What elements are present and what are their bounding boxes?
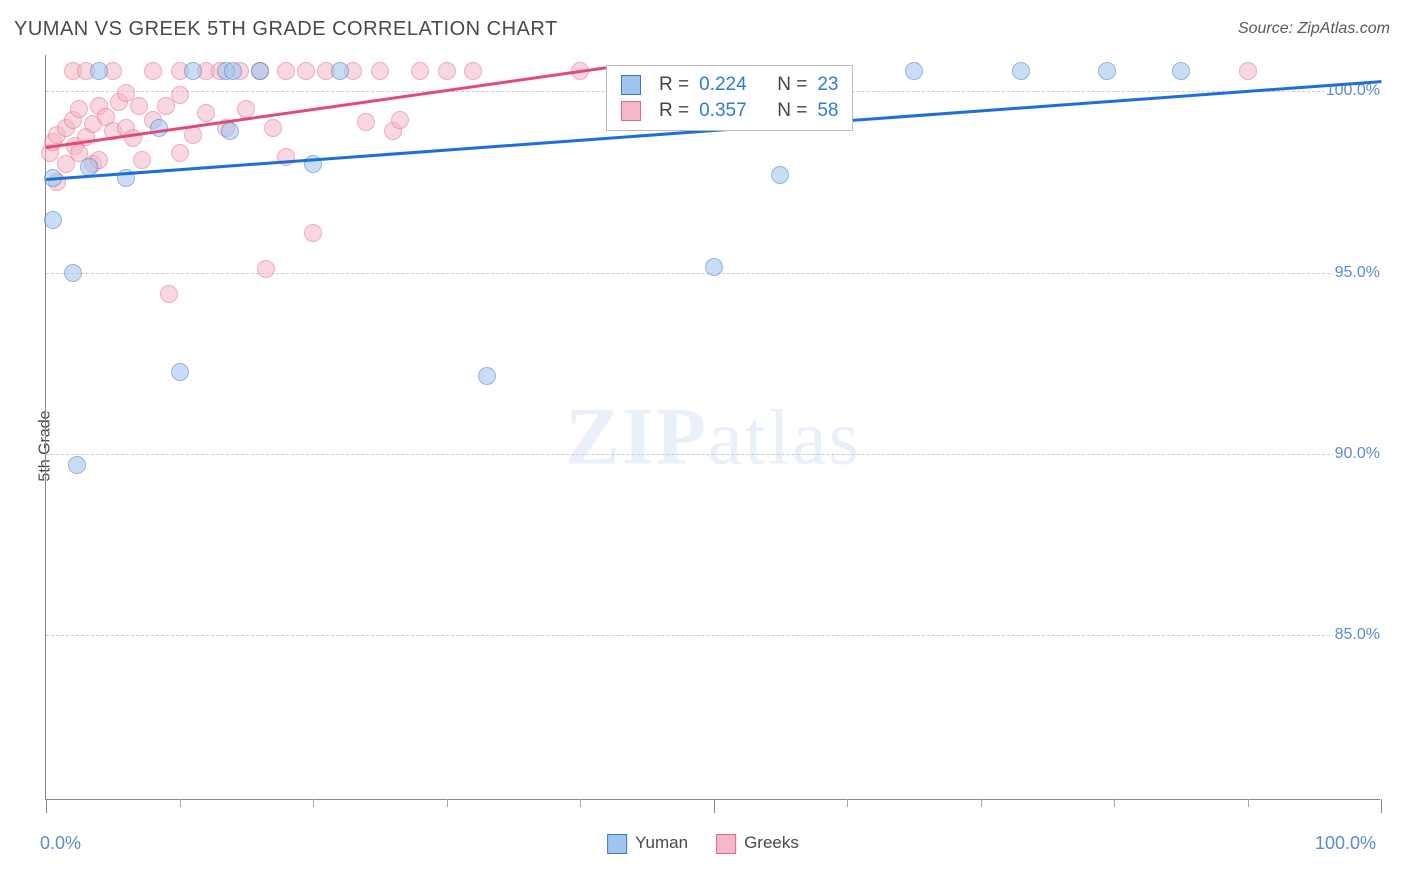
point-greeks <box>144 62 162 80</box>
point-yuman <box>1012 62 1030 80</box>
y-tick-label: 95.0% <box>1333 264 1382 282</box>
point-greeks <box>411 62 429 80</box>
point-yuman <box>44 211 62 229</box>
point-yuman <box>331 62 349 80</box>
point-yuman <box>221 122 239 140</box>
y-tick-label: 85.0% <box>1333 626 1382 644</box>
point-yuman <box>184 62 202 80</box>
legend: Yuman Greeks <box>607 833 799 854</box>
point-yuman <box>224 62 242 80</box>
point-greeks <box>264 119 282 137</box>
point-yuman <box>1098 62 1116 80</box>
swatch <box>621 101 641 121</box>
point-greeks <box>133 151 151 169</box>
x-tick-major <box>1381 799 1382 813</box>
x-tick-minor <box>847 799 848 807</box>
point-yuman <box>478 367 496 385</box>
x-tick-minor <box>180 799 181 807</box>
x-tick-minor <box>313 799 314 807</box>
point-greeks <box>171 144 189 162</box>
x-axis-max-label: 100.0% <box>1315 833 1376 854</box>
y-tick-label: 90.0% <box>1333 445 1382 463</box>
point-greeks <box>297 62 315 80</box>
point-greeks <box>371 62 389 80</box>
point-greeks <box>357 113 375 131</box>
point-greeks <box>257 260 275 278</box>
point-yuman <box>64 264 82 282</box>
point-greeks <box>160 285 178 303</box>
point-greeks <box>171 86 189 104</box>
point-yuman <box>771 166 789 184</box>
stats-box: R = 0.224 N = 23R = 0.357 N = 58 <box>606 65 853 131</box>
point-yuman <box>251 62 269 80</box>
swatch-yuman <box>607 834 627 854</box>
point-yuman <box>90 62 108 80</box>
legend-item-yuman: Yuman <box>607 833 688 854</box>
legend-item-greeks: Greeks <box>716 833 799 854</box>
source-credit: Source: ZipAtlas.com <box>1238 20 1390 38</box>
point-yuman <box>68 456 86 474</box>
stats-row: R = 0.224 N = 23 <box>621 72 838 98</box>
x-tick-minor <box>580 799 581 807</box>
x-tick-minor <box>1248 799 1249 807</box>
swatch-greeks <box>716 834 736 854</box>
stats-row: R = 0.357 N = 58 <box>621 98 838 124</box>
point-yuman <box>1172 62 1190 80</box>
chart-title: YUMAN VS GREEK 5TH GRADE CORRELATION CHA… <box>14 18 558 41</box>
point-greeks <box>438 62 456 80</box>
plot-area: ZIPatlas 85.0%90.0%95.0%100.0%R = 0.224 … <box>45 55 1380 800</box>
point-greeks <box>197 104 215 122</box>
point-yuman <box>171 363 189 381</box>
point-yuman <box>905 62 923 80</box>
x-tick-major <box>714 799 715 813</box>
gridline <box>46 454 1380 455</box>
x-tick-minor <box>447 799 448 807</box>
point-greeks <box>277 62 295 80</box>
swatch <box>621 75 641 95</box>
gridline <box>46 635 1380 636</box>
point-greeks <box>464 62 482 80</box>
point-greeks <box>1239 62 1257 80</box>
point-greeks <box>130 97 148 115</box>
point-greeks <box>304 224 322 242</box>
x-axis-min-label: 0.0% <box>40 833 81 854</box>
watermark: ZIPatlas <box>565 389 861 483</box>
point-greeks <box>70 100 88 118</box>
point-yuman <box>705 258 723 276</box>
point-yuman <box>150 119 168 137</box>
point-greeks <box>391 111 409 129</box>
x-tick-minor <box>1114 799 1115 807</box>
x-tick-major <box>46 799 47 813</box>
x-tick-minor <box>981 799 982 807</box>
